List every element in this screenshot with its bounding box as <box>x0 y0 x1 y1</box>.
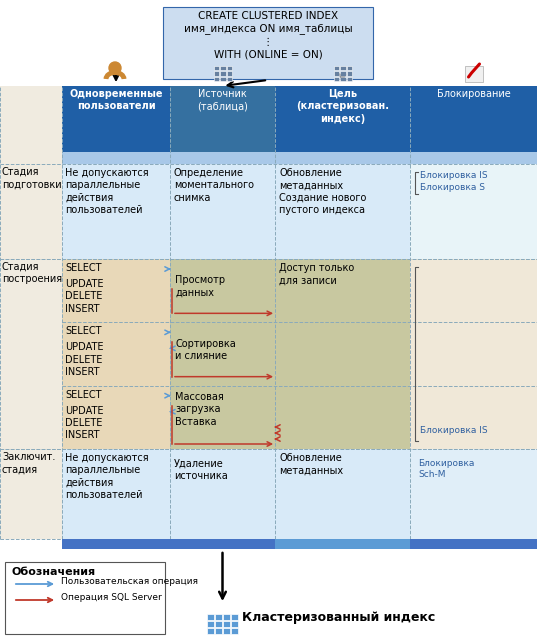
Text: SELECT: SELECT <box>65 390 101 400</box>
Bar <box>340 71 345 75</box>
Text: Кластеризованный индекс: Кластеризованный индекс <box>243 611 436 623</box>
Bar <box>333 77 339 81</box>
Bar <box>170 259 275 449</box>
Bar <box>62 152 170 164</box>
Bar <box>410 164 537 259</box>
Bar <box>275 164 410 259</box>
Text: UPDATE
DELETE
INSERT: UPDATE DELETE INSERT <box>65 279 104 314</box>
Bar <box>227 66 232 70</box>
Bar <box>62 449 170 539</box>
Bar <box>410 539 537 549</box>
Bar <box>346 77 352 81</box>
Bar <box>170 539 275 549</box>
Text: UPDATE
DELETE
INSERT: UPDATE DELETE INSERT <box>65 343 104 377</box>
Bar <box>214 621 221 627</box>
Bar <box>170 152 275 164</box>
Bar <box>340 66 345 70</box>
Bar <box>5 562 165 634</box>
Bar <box>222 621 229 627</box>
Bar <box>207 628 214 634</box>
Text: Блокировка S: Блокировка S <box>420 183 485 192</box>
Text: Сортировка
и слияние: Сортировка и слияние <box>175 339 236 361</box>
Bar <box>214 77 219 81</box>
Bar <box>170 164 275 259</box>
Bar <box>170 86 275 152</box>
Bar <box>275 449 410 539</box>
Bar <box>214 628 221 634</box>
Text: Операция SQL Server: Операция SQL Server <box>61 594 162 603</box>
Text: Определение
моментального
снимка: Определение моментального снимка <box>174 168 254 203</box>
Bar <box>170 449 275 539</box>
Bar <box>333 71 339 75</box>
Text: Источник
(таблица): Источник (таблица) <box>197 89 248 111</box>
Text: Стадия
подготовки: Стадия подготовки <box>2 167 62 189</box>
Text: SELECT: SELECT <box>65 263 101 273</box>
Text: Стадия
построения: Стадия построения <box>2 262 62 285</box>
Bar <box>275 539 410 549</box>
Bar <box>62 539 170 549</box>
Text: Блокирование: Блокирование <box>437 89 510 99</box>
Bar <box>214 66 219 70</box>
Bar <box>346 71 352 75</box>
Text: Цель
(кластеризован.
индекс): Цель (кластеризован. индекс) <box>296 89 389 124</box>
Bar <box>410 152 537 164</box>
Text: Удаление
источника: Удаление источника <box>174 459 228 482</box>
Text: Блокировка IS: Блокировка IS <box>420 171 488 180</box>
Text: Просмотр
данных: Просмотр данных <box>175 276 225 298</box>
Bar <box>275 152 410 164</box>
Bar <box>230 628 237 634</box>
Bar <box>333 66 339 70</box>
Bar <box>230 614 237 620</box>
Circle shape <box>109 62 121 74</box>
Bar <box>230 621 237 627</box>
Bar <box>410 449 537 539</box>
Bar <box>465 66 483 82</box>
Text: Блокировка
Sch-M: Блокировка Sch-M <box>418 459 474 479</box>
Bar <box>346 66 352 70</box>
Bar <box>207 614 214 620</box>
Text: CREATE CLUSTERED INDEX
имя_индекса ON имя_таблицы
⋮
WITH (ONLINE = ON): CREATE CLUSTERED INDEX имя_индекса ON им… <box>184 11 352 59</box>
Bar <box>220 71 226 75</box>
Bar <box>222 628 229 634</box>
Text: Заключит.
стадия: Заключит. стадия <box>2 452 55 475</box>
Bar <box>410 259 537 449</box>
Text: SELECT: SELECT <box>65 327 101 336</box>
Text: Блокировка IS: Блокировка IS <box>420 426 488 435</box>
Text: Не допускаются
параллельные
действия
пользователей: Не допускаются параллельные действия пол… <box>65 168 149 215</box>
Bar <box>275 259 410 449</box>
Bar <box>275 86 410 152</box>
Text: Обновление
метаданных: Обновление метаданных <box>279 453 343 475</box>
Text: UPDATE
DELETE
INSERT: UPDATE DELETE INSERT <box>65 406 104 440</box>
Bar <box>220 77 226 81</box>
Bar <box>340 77 345 81</box>
Bar <box>227 77 232 81</box>
Bar <box>214 71 219 75</box>
Bar <box>220 66 226 70</box>
Text: Обновление
метаданных
Создание нового
пустого индекса: Обновление метаданных Создание нового пу… <box>279 168 366 215</box>
Bar <box>62 259 170 449</box>
Text: Одновременные
пользователи: Одновременные пользователи <box>69 89 163 111</box>
Bar <box>0 86 62 539</box>
Bar <box>207 621 214 627</box>
Bar <box>410 86 537 152</box>
Bar <box>222 614 229 620</box>
Bar <box>163 7 373 79</box>
Text: Массовая
загрузка
Вставка: Массовая загрузка Вставка <box>175 392 224 427</box>
Text: Пользовательская операция: Пользовательская операция <box>61 578 198 587</box>
Text: Обозначения: Обозначения <box>11 567 95 577</box>
Text: Не допускаются
параллельные
действия
пользователей: Не допускаются параллельные действия пол… <box>65 453 149 500</box>
Bar <box>62 164 170 259</box>
Text: Доступ только
для записи: Доступ только для записи <box>279 263 354 285</box>
Bar <box>214 614 221 620</box>
Bar <box>62 86 170 152</box>
Bar <box>227 71 232 75</box>
